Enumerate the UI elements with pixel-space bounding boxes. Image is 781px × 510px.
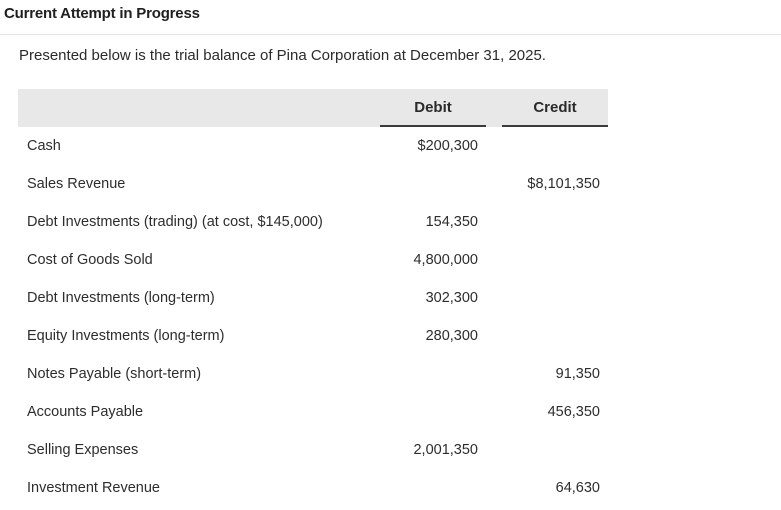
account-name: Cost of Goods Sold (27, 252, 153, 268)
debit-amount (380, 165, 478, 203)
debit-column-header: Debit (380, 89, 486, 127)
credit-amount: 91,350 (555, 366, 600, 382)
debit-amount: 302,300 (425, 290, 478, 306)
account-name: Accounts Payable (27, 404, 144, 420)
debit-amount: $200,300 (417, 138, 478, 154)
credit-amount: $8,101,350 (527, 176, 600, 192)
table-row: Sales Revenue $8,101,350 (18, 165, 608, 203)
table-header-row: Debit Credit (18, 89, 608, 127)
debit-amount (380, 355, 478, 393)
account-name: Debt Investments (long-term) (27, 290, 215, 306)
account-name: Investment Revenue (27, 480, 160, 496)
debit-amount: 154,350 (425, 214, 478, 230)
credit-amount (502, 241, 600, 279)
account-name: Sales Revenue (27, 176, 126, 192)
table-row: Investment Revenue 64,630 (18, 469, 608, 507)
credit-amount: 64,630 (555, 480, 600, 496)
credit-amount (502, 431, 600, 469)
table-row: Accounts Payable 456,350 (18, 393, 608, 431)
credit-amount: 456,350 (547, 404, 600, 420)
table-row: Debt Investments (trading) (at cost, $14… (18, 203, 608, 241)
account-name: Selling Expenses (27, 442, 139, 458)
page-title: Current Attempt in Progress (4, 5, 200, 22)
account-name: Debt Investments (trading) (at cost, $14… (27, 214, 323, 230)
table-row: Debt Investments (long-term) 302,300 (18, 279, 608, 317)
credit-amount (502, 127, 600, 165)
table-row: Cash $200,300 (18, 127, 608, 165)
debit-amount (380, 469, 478, 507)
account-name: Equity Investments (long-term) (27, 328, 225, 344)
account-name: Cash (27, 138, 61, 154)
debit-amount: 2,001,350 (413, 442, 478, 458)
credit-amount (502, 279, 600, 317)
debit-amount (380, 393, 478, 431)
trial-balance-table: Debit Credit Cash $200,300 Sales Revenue… (18, 89, 608, 507)
table-row: Notes Payable (short-term) 91,350 (18, 355, 608, 393)
credit-column-header: Credit (502, 89, 608, 127)
credit-amount (502, 317, 600, 355)
table-row: Cost of Goods Sold 4,800,000 (18, 241, 608, 279)
problem-intro-text: Presented below is the trial balance of … (19, 47, 546, 64)
credit-amount (502, 203, 600, 241)
debit-amount: 4,800,000 (413, 252, 478, 268)
table-row: Equity Investments (long-term) 280,300 (18, 317, 608, 355)
header-divider (0, 34, 781, 35)
account-name: Notes Payable (short-term) (27, 366, 202, 382)
table-row: Selling Expenses 2,001,350 (18, 431, 608, 469)
debit-amount: 280,300 (425, 328, 478, 344)
